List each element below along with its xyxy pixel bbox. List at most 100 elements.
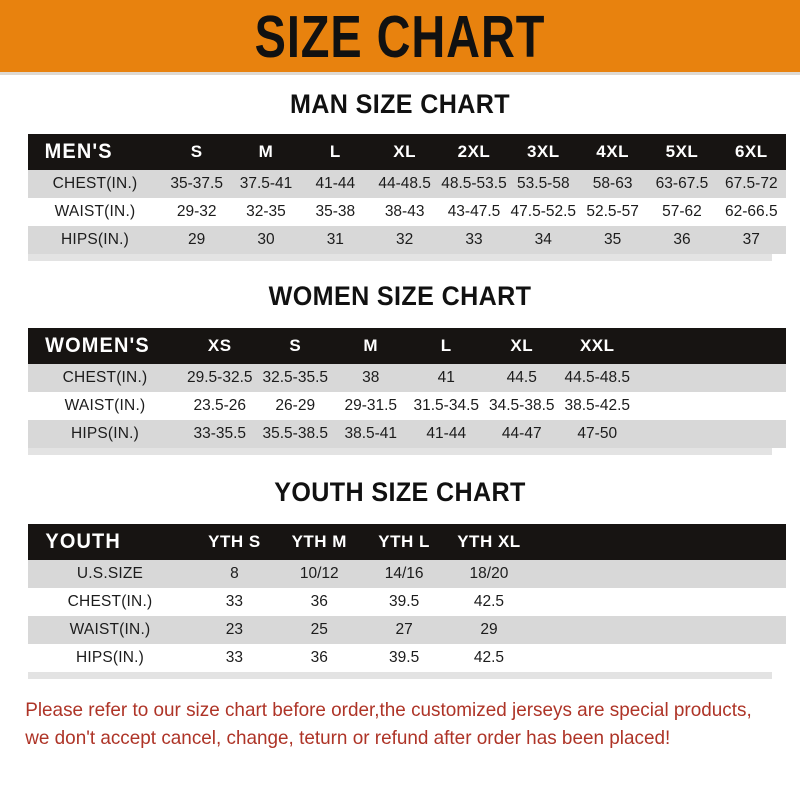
cell-man-2-0: 29 [162,226,232,254]
row-label-man-0: CHEST(IN.) [28,170,162,198]
cell-women-2-empty-7 [710,420,786,448]
size-header-women-2: M [363,336,379,355]
cell-women-2-empty-6 [635,420,711,448]
cell-women-0-1: 32.5-35.5 [257,364,333,392]
cell-youth-2-2: 27 [361,616,447,644]
cell-man-2-2: 31 [300,226,370,254]
cell-youth-0-0: 8 [192,560,277,588]
cell-youth-2-empty-6 [701,616,786,644]
cell-youth-0-empty-4 [531,560,617,588]
size-header-women-empty-7 [711,328,787,364]
cell-man-1-3: 38-43 [369,198,440,226]
cell-women-0-5: 44.5-48.5 [559,364,635,392]
cell-women-1-5: 38.5-42.5 [559,392,635,420]
cell-man-0-6: 58-63 [577,170,648,198]
cell-youth-1-3: 42.5 [446,588,532,616]
cell-women-1-empty-7 [710,392,786,420]
cell-women-2-2: 38.5-41 [333,420,409,448]
cell-women-2-5: 47-50 [559,420,635,448]
section-women: WOMEN SIZE CHART WOMEN'S XS S M L XL XXL CHEST(… [0,281,800,455]
cell-youth-1-empty-6 [701,588,786,616]
cell-man-1-6: 52.5-57 [577,198,648,226]
cell-women-0-empty-7 [710,364,786,392]
cell-youth-3-1: 36 [276,644,362,672]
row-label-women-1: WAIST(IN.) [28,392,182,420]
cell-youth-3-0: 33 [192,644,277,672]
table-row: HIPS(IN.) 29 30 31 32 33 34 35 36 37 [28,226,786,254]
cell-women-0-0: 29.5-32.5 [182,364,258,392]
cell-women-2-1: 35.5-38.5 [257,420,333,448]
row-label-women-2: HIPS(IN.) [28,420,182,448]
table-women-bottom-strip [28,448,772,455]
row-label-youth-0: U.S.SIZE [28,560,192,588]
cell-man-0-0: 35-37.5 [162,170,232,198]
size-header-man-0: S [190,142,203,161]
size-header-youth-0: YTH S [208,532,261,551]
cell-women-2-3: 41-44 [408,420,484,448]
size-header-youth-empty-6 [701,524,786,560]
cell-youth-0-1: 10/12 [276,560,362,588]
row-label-youth-3: HIPS(IN.) [28,644,192,672]
section-title-women: WOMEN SIZE CHART [268,281,532,311]
cell-youth-3-empty-6 [701,644,786,672]
banner-divider [0,72,800,75]
cell-women-0-empty-6 [635,364,711,392]
size-header-women-3: L [440,336,452,355]
cell-women-0-4: 44.5 [484,364,560,392]
size-header-man-1: M [258,142,274,161]
cell-youth-0-2: 14/16 [361,560,447,588]
cell-man-0-1: 37.5-41 [231,170,301,198]
cell-youth-3-empty-4 [531,644,617,672]
size-header-youth-2: YTH L [378,532,430,551]
cell-man-2-7: 36 [647,226,717,254]
size-header-youth-empty-4 [531,524,616,560]
size-header-youth-empty-5 [616,524,701,560]
row-label-man-2: HIPS(IN.) [28,226,162,254]
category-label-man: MEN'S [44,140,113,163]
cell-youth-3-3: 42.5 [446,644,532,672]
cell-youth-1-0: 33 [192,588,277,616]
cell-man-2-1: 30 [231,226,301,254]
cell-man-0-4: 48.5-53.5 [439,170,509,198]
cell-women-2-4: 44-47 [484,420,560,448]
cell-man-2-8: 37 [716,226,786,254]
size-header-women-empty-6 [635,328,711,364]
size-header-women-4: XL [510,336,534,355]
size-header-man-8: 6XL [734,142,768,161]
cell-women-1-0: 23.5-26 [182,392,258,420]
table-row: WAIST(IN.) 23 25 27 29 [28,616,786,644]
cell-women-0-2: 38 [333,364,409,392]
table-women-header-row: WOMEN'S XS S M L XL XXL [28,328,786,364]
cell-youth-3-2: 39.5 [361,644,447,672]
cell-man-1-2: 35-38 [300,198,370,226]
table-man-body: MEN'S S M L XL 2XL 3XL 4XL 5XL 6XL CHEST(IN.) 35-37… [28,134,786,254]
size-header-women-5: XXL [579,336,615,355]
table-row: CHEST(IN.) 33 36 39.5 42.5 [28,588,786,616]
size-header-youth-1: YTH M [291,532,347,551]
table-women: WOMEN'S XS S M L XL XXL CHEST(IN.) 29.5-32.5 32.5… [28,328,786,448]
cell-man-2-5: 34 [508,226,578,254]
row-label-youth-1: CHEST(IN.) [28,588,192,616]
cell-man-1-7: 57-62 [647,198,717,226]
cell-man-0-2: 41-44 [300,170,370,198]
size-header-man-5: 3XL [526,142,560,161]
cell-man-1-4: 43-47.5 [439,198,509,226]
cell-man-2-3: 32 [369,226,440,254]
cell-youth-1-2: 39.5 [361,588,447,616]
cell-youth-1-empty-4 [531,588,617,616]
row-label-youth-2: WAIST(IN.) [28,616,192,644]
cell-man-2-4: 33 [439,226,509,254]
table-youth-bottom-strip [28,672,772,679]
row-label-women-0: CHEST(IN.) [28,364,182,392]
cell-man-0-7: 63-67.5 [647,170,717,198]
table-youth-header-row: YOUTH YTH S YTH M YTH L YTH XL [28,524,786,560]
cell-women-0-3: 41 [408,364,484,392]
size-header-youth-3: YTH XL [457,532,521,551]
row-label-man-1: WAIST(IN.) [28,198,162,226]
category-label-women: WOMEN'S [45,334,150,357]
cell-youth-0-empty-6 [701,560,786,588]
cell-women-1-2: 29-31.5 [333,392,409,420]
cell-man-0-5: 53.5-58 [508,170,578,198]
cell-youth-2-0: 23 [192,616,277,644]
